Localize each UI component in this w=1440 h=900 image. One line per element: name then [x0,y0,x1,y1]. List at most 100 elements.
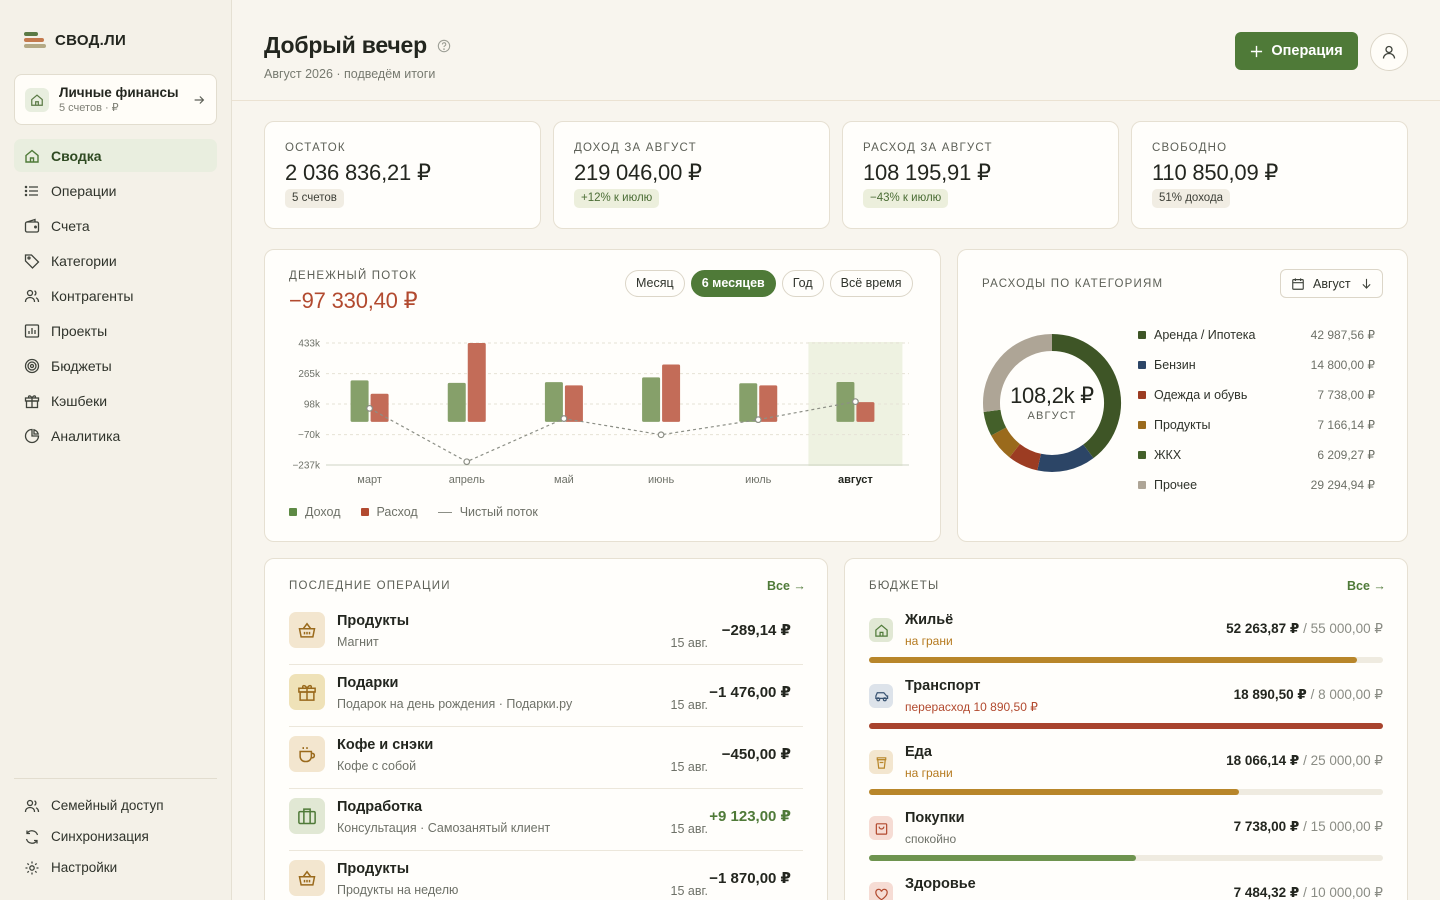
y-tick-label: −70k [298,430,321,441]
cup-icon [869,750,893,774]
kpi-card-free[interactable]: Свободно 110 850,09 ₽ 51% дохода [1131,121,1408,229]
heart-icon [869,882,893,900]
workspace-switcher[interactable]: Личные финансы 5 счетов · ₽ [14,74,217,125]
user-icon [1382,45,1396,59]
operation-row[interactable]: Подарки Подарок на день рождения · Подар… [289,665,803,727]
operation-title: Подарки [337,675,399,691]
nav-item-family-access[interactable]: Семейный доступ [14,791,217,820]
period-all-time-button[interactable]: Всё время [829,270,913,297]
gift-icon [289,674,325,710]
expense-bar [564,385,583,422]
category-row[interactable]: Прочее 29 294,94 ₽ [1138,470,1375,500]
budget-spent: 52 263,87 ₽ [1226,621,1300,636]
donut-slice[interactable] [991,427,1021,458]
kpi-card-balance[interactable]: Остаток 2 036 836,21 ₽ 5 счетов [264,121,541,229]
budget-row[interactable]: Здоровье 7 484,32 ₽ / 10 000,00 ₽ [869,873,1383,900]
category-row[interactable]: Продукты 7 166,14 ₽ [1138,410,1375,440]
operation-row[interactable]: Продукты Продукты на неделю 15 авг. −1 8… [289,851,803,900]
category-name: Бензин [1154,358,1196,372]
budget-spent: 7 738,00 ₽ [1233,819,1300,834]
budget-limit: / 15 000,00 ₽ [1303,819,1383,834]
period-selector: Месяц 6 месяцев Год Всё время [625,270,913,297]
donut-slice[interactable] [983,334,1053,412]
donut-slice[interactable] [1051,334,1121,459]
recent-operations-all-link[interactable]: Все → [767,579,806,593]
users-icon [24,289,40,302]
category-row[interactable]: Одежда и обувь 7 738,00 ₽ [1138,380,1375,410]
add-operation-button[interactable]: Операция [1235,32,1358,70]
category-swatch [1138,361,1146,369]
nav-item-settings[interactable]: Настройки [14,853,217,882]
nav-item-budgets[interactable]: Бюджеты [14,349,217,382]
user-avatar-button[interactable] [1370,33,1408,71]
budget-row[interactable]: Еда на грани 18 066,14 ₽ / 25 000,00 ₽ [869,741,1383,807]
month-selector[interactable]: Август [1280,269,1383,298]
donut-slice[interactable] [1009,443,1042,471]
kpi-card-income[interactable]: Доход за август 219 046,00 ₽ +12% к июлю [553,121,830,229]
period-year-button[interactable]: Год [781,270,824,297]
logo-mark-icon [24,30,46,50]
operation-date: 15 авг. [670,822,708,836]
nav-item-cashbacks[interactable]: Кэшбеки [14,384,217,417]
category-swatch [1138,391,1146,399]
categories-title: Расходы по категориям [982,278,1164,290]
x-tick-label: март [357,474,382,486]
app-logo[interactable]: СВОД.ЛИ [24,30,126,50]
nav-item-categories[interactable]: Категории [14,244,217,277]
operation-subtitle: Подарок на день рождения · Подарки.ру [337,697,573,711]
category-row[interactable]: Бензин 14 800,00 ₽ [1138,350,1375,380]
home-icon [869,618,893,642]
income-bar [350,380,369,422]
operation-row[interactable]: Подработка Консультация · Самозанятый кл… [289,789,803,851]
category-amount: 7 738,00 ₽ [1317,388,1375,402]
nav-item-counterparties[interactable]: Контрагенты [14,279,217,312]
secondary-nav: Семейный доступ Синхронизация Настройки [14,791,217,884]
budgets-card: Бюджеты Все → Жильё на грани 52 263,87 ₽… [844,558,1408,900]
wallet-icon [24,218,40,233]
operation-title: Продукты [337,613,410,629]
budget-amount: 18 066,14 ₽ / 25 000,00 ₽ [1226,753,1383,769]
help-icon[interactable] [437,39,451,53]
nav-label: Синхронизация [51,829,149,844]
operation-row[interactable]: Кофе и снэки Кофе с собой 15 авг. −450,0… [289,727,803,789]
budget-row[interactable]: Покупки спокойно 7 738,00 ₽ / 15 000,00 … [869,807,1383,873]
category-amount: 42 987,56 ₽ [1310,328,1375,342]
page-header: Добрый вечер Август 2026 · подведём итог… [232,0,1440,101]
operation-row[interactable]: Продукты Магнит 15 авг. −289,14 ₽ [289,603,803,665]
operation-subtitle: Кофе с собой [337,759,417,773]
bag-icon [869,816,893,840]
budgets-all-link[interactable]: Все → [1347,579,1386,593]
nav-item-summary[interactable]: Сводка [14,139,217,172]
operation-amount: −1 870,00 ₽ [709,870,791,887]
category-amount: 14 800,00 ₽ [1310,358,1375,372]
period-month-button[interactable]: Месяц [625,270,685,297]
operation-title: Продукты [337,861,410,877]
category-name: Аренда / Ипотека [1154,328,1256,342]
nav-item-operations[interactable]: Операции [14,174,217,207]
budget-limit: / 25 000,00 ₽ [1303,753,1383,768]
operations-list: Продукты Магнит 15 авг. −289,14 ₽ Подарк… [289,603,803,900]
list-icon [24,185,38,196]
nav-item-accounts[interactable]: Счета [14,209,217,242]
nav-item-projects[interactable]: Проекты [14,314,217,347]
kpi-card-expense[interactable]: Расход за август 108 195,91 ₽ −43% к июл… [842,121,1119,229]
budget-status: на грани [905,766,953,780]
category-row[interactable]: Аренда / Ипотека 42 987,56 ₽ [1138,320,1375,350]
budget-status: спокойно [905,832,957,846]
budget-row[interactable]: Жильё на грани 52 263,87 ₽ / 55 000,00 ₽ [869,609,1383,675]
nav-item-analytics[interactable]: Аналитика [14,419,217,452]
category-row[interactable]: ЖКХ 6 209,27 ₽ [1138,440,1375,470]
period-6-months-button[interactable]: 6 месяцев [690,270,776,297]
budget-row[interactable]: Транспорт перерасход 10 890,50 ₽ 18 890,… [869,675,1383,741]
donut-slice[interactable] [1037,444,1094,472]
net-flow-point [852,398,859,406]
legend-income-label: Доход [305,505,341,519]
y-tick-label: 433k [298,339,321,350]
expense-bar [759,385,778,422]
nav-item-sync[interactable]: Синхронизация [14,822,217,851]
budget-title: Покупки [905,810,965,826]
budget-progress-bar [869,657,1383,663]
workspace-name: Личные финансы [59,84,179,100]
donut-slice[interactable] [983,409,1007,436]
nav-label: Операции [51,182,117,199]
